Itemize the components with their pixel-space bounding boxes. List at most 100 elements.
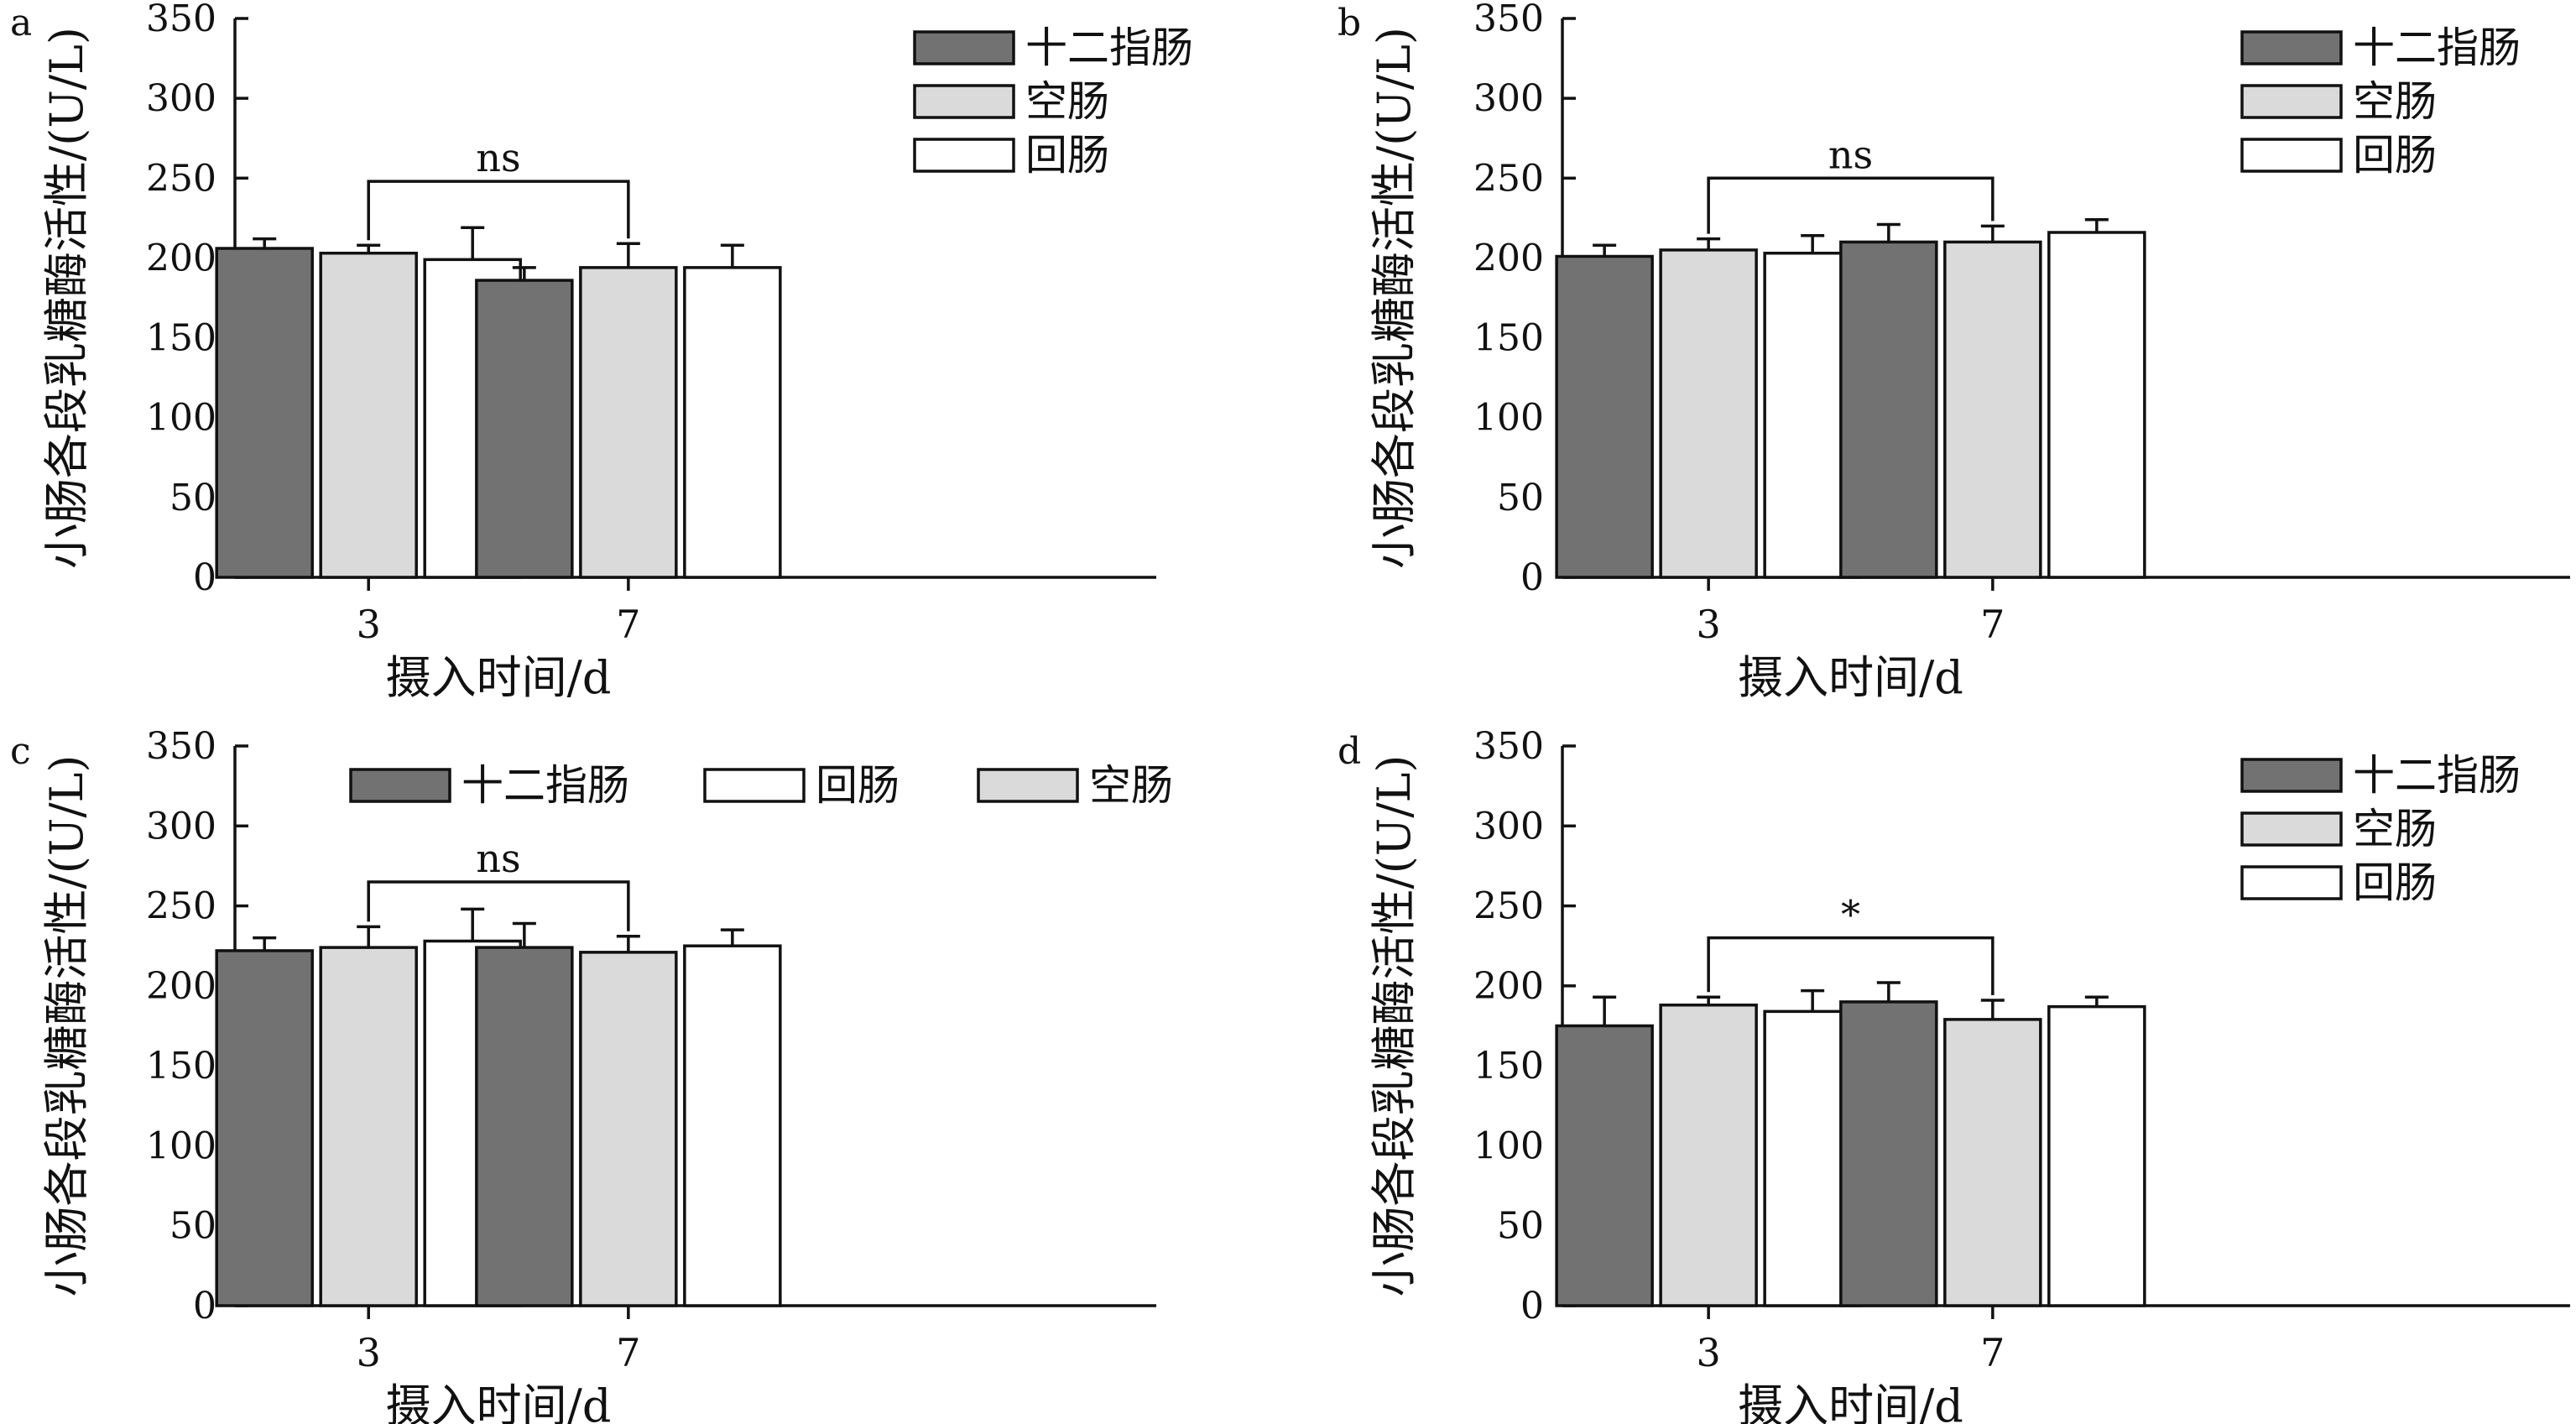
y-tick-label: 100 <box>146 1124 216 1167</box>
panel-c: c 0 50 100 150 200 250 300 350 小肠各段乳糖酶活性/(U/L) 3 7摄… <box>10 725 1173 1424</box>
legend-item: 十二指肠 <box>349 761 629 810</box>
x-tick-label: 7 <box>1980 1330 2005 1375</box>
legend-item: 空肠 <box>2240 77 2437 126</box>
legend-item: 回肠 <box>2240 131 2437 180</box>
legend-swatch <box>913 30 1015 65</box>
y-tick-label: 100 <box>146 397 216 440</box>
y-tick-label: 250 <box>146 157 216 200</box>
legend-label: 十二指肠 <box>2353 751 2521 800</box>
legend-swatch <box>2240 138 2343 173</box>
legend-label: 十二指肠 <box>2353 23 2521 72</box>
bar <box>215 247 314 579</box>
legend-item: 十二指肠 <box>913 23 1193 72</box>
y-tick-label: 50 <box>1497 1205 1544 1248</box>
y-tick-label: 200 <box>146 965 216 1008</box>
y-tick-label: 100 <box>1473 397 1544 440</box>
y-tick-label: 0 <box>1520 1285 1544 1328</box>
y-tick-label: 200 <box>1473 237 1544 279</box>
legend-swatch <box>977 768 1079 803</box>
legend-swatch <box>2240 865 2343 900</box>
bar <box>1555 254 1654 579</box>
legend-item: 空肠 <box>2240 805 2437 853</box>
x-tick-label: 7 <box>616 602 640 647</box>
significance-label: ns <box>1828 132 1873 177</box>
x-tick-label: 3 <box>357 1330 381 1375</box>
legend-label: 空肠 <box>2353 77 2437 126</box>
x-axis-label: 摄入时间/d <box>386 1380 612 1424</box>
significance-bracket <box>1707 936 1995 996</box>
bar <box>1659 1003 1758 1307</box>
x-tick-label: 3 <box>357 602 381 647</box>
legend-label: 空肠 <box>1089 761 1173 810</box>
legend-item: 回肠 <box>703 761 900 810</box>
bar <box>1659 248 1758 579</box>
y-tick-label: 250 <box>146 885 216 928</box>
y-tick-label: 250 <box>1473 157 1544 200</box>
y-tick-label: 300 <box>146 77 216 120</box>
bar <box>1839 240 1938 579</box>
legend-label: 十二指肠 <box>1025 23 1193 72</box>
legend-item: 十二指肠 <box>2240 751 2521 800</box>
y-tick-label: 350 <box>146 0 216 40</box>
x-axis-label: 摄入时间/d <box>386 651 612 704</box>
panel-label: d <box>1338 730 1361 773</box>
panel-label: c <box>10 730 31 773</box>
significance-bracket <box>1707 176 1995 234</box>
legend-item: 十二指肠 <box>2240 23 2521 72</box>
y-tick-label: 250 <box>1473 885 1544 928</box>
x-tick-label: 7 <box>616 1330 640 1375</box>
y-tick-label: 350 <box>1473 0 1544 40</box>
y-tick-label: 0 <box>1520 556 1544 599</box>
bar <box>579 951 678 1307</box>
y-tick-label: 300 <box>1473 77 1544 120</box>
legend-swatch <box>349 768 451 803</box>
legend-label: 回肠 <box>1025 131 1109 180</box>
bar <box>683 266 782 579</box>
bar <box>475 946 574 1307</box>
x-tick-label: 7 <box>1980 602 2005 647</box>
bar <box>2047 231 2146 579</box>
y-tick-label: 100 <box>1473 1124 1544 1167</box>
y-tick-label: 50 <box>169 1205 216 1248</box>
y-tick-label: 200 <box>146 237 216 279</box>
legend-label: 空肠 <box>1025 77 1109 126</box>
y-axis-label: 小肠各段乳糖酶活性/(U/L) <box>1368 755 1421 1297</box>
x-axis-label: 摄入时间/d <box>1738 651 1963 704</box>
y-axis-label: 小肠各段乳糖酶活性/(U/L) <box>40 755 93 1297</box>
legend-label: 空肠 <box>2353 805 2437 853</box>
y-tick-label: 350 <box>146 725 216 768</box>
bar <box>319 251 418 579</box>
bar <box>1943 240 2042 579</box>
significance-label: * <box>1841 892 1860 937</box>
legend-swatch <box>2240 758 2343 793</box>
bar <box>475 279 574 579</box>
legend-swatch <box>703 768 806 803</box>
x-tick-label: 3 <box>1697 602 1721 647</box>
y-tick-label: 50 <box>169 477 216 519</box>
y-tick-label: 150 <box>146 1045 216 1088</box>
y-tick-label: 0 <box>193 556 216 599</box>
bar <box>683 944 782 1307</box>
bar <box>1555 1024 1654 1307</box>
panel-d: d 0 50 100 150 200 250 300 350 小肠各段乳糖酶活性/(U/L) 3 7摄… <box>1338 725 2570 1424</box>
bar <box>215 949 314 1307</box>
bar <box>2047 1004 2146 1307</box>
y-tick-label: 200 <box>1473 965 1544 1008</box>
legend-label: 十二指肠 <box>461 761 629 810</box>
y-tick-label: 150 <box>1473 317 1544 360</box>
legend-swatch <box>913 138 1015 173</box>
bar <box>319 946 418 1307</box>
x-axis-label: 摄入时间/d <box>1738 1380 1963 1424</box>
legend-item: 空肠 <box>977 761 1173 810</box>
y-axis-label: 小肠各段乳糖酶活性/(U/L) <box>1368 27 1421 569</box>
panel-label: a <box>10 2 32 44</box>
significance-label: ns <box>476 836 520 881</box>
bar <box>579 266 678 579</box>
y-tick-label: 50 <box>1497 477 1544 519</box>
legend-swatch <box>2240 30 2343 65</box>
legend-label: 回肠 <box>2353 131 2437 180</box>
panel-b: b 0 50 100 150 200 250 300 350 小肠各段乳糖酶活性/(U/L) 3 7摄… <box>1338 0 2570 704</box>
legend-swatch <box>2240 811 2343 847</box>
y-tick-label: 150 <box>146 317 216 360</box>
